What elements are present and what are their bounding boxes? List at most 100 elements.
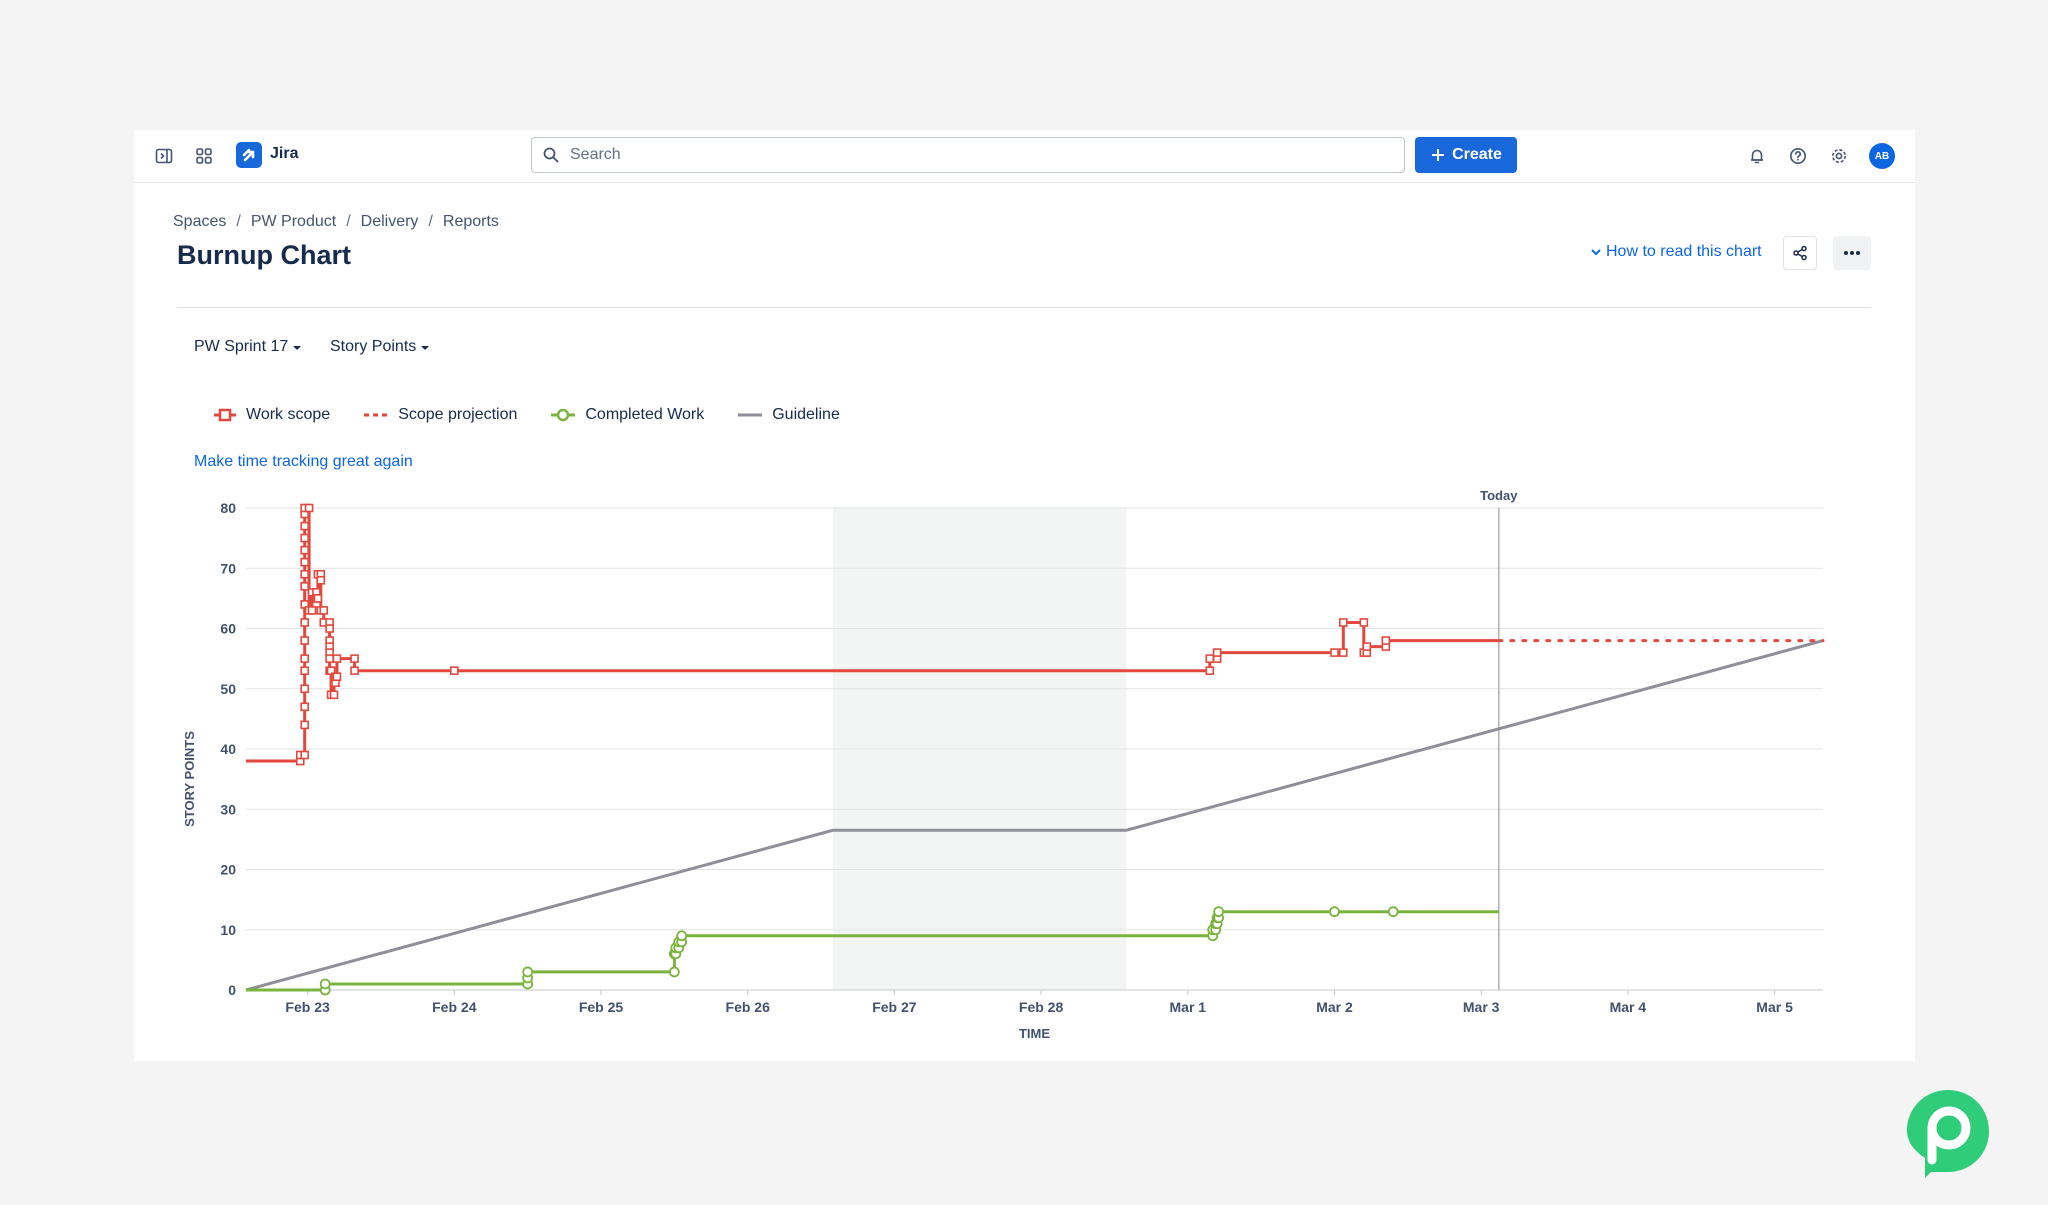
work-scope-point [316,575,326,585]
completed-work-legend-icon [551,408,576,422]
legend-guideline-label: Guideline [772,406,840,423]
work-scope-point [300,618,309,627]
top-navigation: Jira Search Create AB [134,130,1915,183]
today-label: Today [1480,488,1518,503]
sprint-dropdown[interactable]: PW Sprint 17 [194,338,301,356]
work-scope-point [300,545,309,555]
breadcrumb-item-pw-product[interactable]: PW Product [250,213,337,230]
work-scope-point [300,557,309,567]
caret-down-icon [292,346,301,350]
work-scope-point [304,503,314,513]
x-axis-title: TIME [1019,1026,1050,1041]
work-scope-point [332,654,342,663]
estimation-dropdown[interactable]: Story Points [330,338,429,356]
y-tick-label: 70 [220,560,236,576]
x-tick-label: Feb 25 [579,999,624,1015]
search-placeholder: Search [570,146,621,163]
x-tick-label: Feb 24 [432,999,477,1015]
work-scope-point [450,666,459,675]
work-scope-point [319,606,329,615]
work-scope-point [300,684,309,694]
work-scope-point [1205,654,1215,663]
settings-icon[interactable] [1827,144,1851,168]
search-input[interactable]: Search [531,137,1405,173]
chevron-down-icon [1591,249,1601,256]
create-label: Create [1452,146,1502,163]
x-tick-label: Mar 5 [1756,999,1793,1015]
work-scope-point [1338,618,1348,627]
work-scope-point [307,606,317,615]
report-panel: Jira Search Create AB Spaces / PW Produc… [134,130,1915,1061]
work-scope-point [1362,642,1372,651]
how-to-read-link[interactable]: How to read this chart [1590,243,1762,261]
work-scope-point [300,533,309,543]
x-tick-label: Mar 4 [1610,999,1647,1015]
completed-work-point [1213,906,1225,918]
share-button[interactable] [1783,236,1817,270]
work-scope-point [350,654,359,663]
app-switcher-icon[interactable] [192,144,216,168]
x-tick-label: Feb 28 [1019,999,1064,1015]
sidebar-toggle-icon[interactable] [152,144,176,168]
x-tick-label: Mar 2 [1316,999,1353,1015]
x-tick-label: Mar 3 [1463,999,1500,1015]
breadcrumb-item-delivery[interactable]: Delivery [360,213,419,230]
y-axis-title: STORY POINTS [182,731,197,827]
page-title: Burnup Chart [177,240,351,270]
work-scope-point [300,666,309,675]
work-scope-point [1359,618,1369,627]
burnup-chart: 0 10 20 30 40 50 60 70 80 Feb 23 Feb 24 Feb 25 Feb 2… [182,488,1825,1041]
work-scope-point [300,750,309,760]
work-scope-legend-icon [214,408,236,422]
create-button[interactable]: Create [1415,137,1517,173]
breadcrumb-separator: / [346,213,351,230]
more-actions-button[interactable] [1833,236,1871,270]
breadcrumb: Spaces / PW Product / Delivery / Reports [173,213,499,231]
guideline-line [245,639,1824,992]
work-scope-point [300,569,309,579]
completed-work-point [668,966,680,978]
y-tick-label: 50 [220,681,236,697]
work-scope-point [300,636,309,645]
y-tick-label: 30 [220,801,236,817]
work-scope-point [1212,648,1222,657]
legend-completed-work[interactable]: Completed Work [551,406,704,424]
how-to-read-label: How to read this chart [1606,243,1762,260]
x-tick-label: Feb 27 [872,999,917,1015]
breadcrumb-item-spaces[interactable]: Spaces [173,213,227,230]
help-icon[interactable] [1786,144,1810,168]
breadcrumb-item-reports[interactable]: Reports [442,213,499,230]
work-scope-point [300,600,309,609]
x-tick-label: Mar 1 [1170,999,1207,1015]
completed-work-point [1329,906,1340,918]
y-tick-label: 40 [220,741,236,757]
legend-scope-projection[interactable]: Scope projection [364,406,517,424]
legend-work-scope[interactable]: Work scope [214,406,330,424]
y-tick-label: 20 [220,862,236,878]
caret-down-icon [420,346,429,350]
chart-legend: Work scope Scope projection Completed Wo… [214,406,874,424]
completed-work-point [1387,906,1399,918]
legend-guideline[interactable]: Guideline [738,406,840,424]
work-scope-point [326,666,336,675]
breadcrumb-separator: / [428,213,433,230]
app-name[interactable]: Jira [270,145,299,162]
work-scope-point [350,666,359,675]
work-scope-point [1330,648,1339,657]
work-scope-point [325,624,334,633]
completed-work-point [522,966,534,978]
x-tick-label: Feb 26 [726,999,771,1015]
notifications-icon[interactable] [1745,144,1769,168]
completed-work-point [676,930,688,942]
estimation-dropdown-label: Story Points [330,338,417,355]
jira-logo-icon[interactable] [236,142,262,168]
work-scope-point [329,690,339,700]
completed-work-point [319,978,331,990]
time-tracking-link[interactable]: Make time tracking great again [194,453,413,470]
avatar[interactable]: AB [1869,143,1895,169]
guideline-legend-icon [738,413,763,417]
y-tick-label: 80 [220,500,236,516]
work-scope-point [300,654,309,663]
legend-completed-work-label: Completed Work [585,406,705,423]
work-scope-point [300,582,309,591]
